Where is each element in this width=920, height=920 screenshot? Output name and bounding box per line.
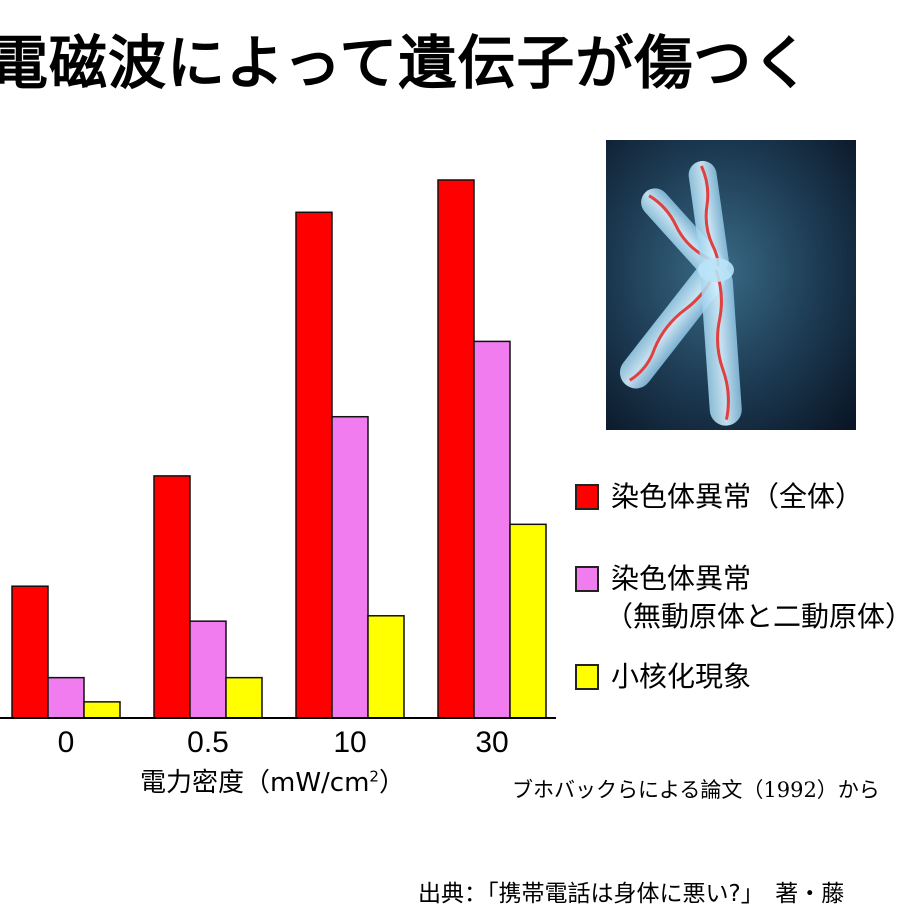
bar-chromosome-aberration-total (295, 211, 333, 719)
x-tick-label: 0 (58, 726, 75, 759)
legend-swatch-red (575, 484, 599, 510)
legend-label: 染色体異常（全体） (611, 480, 864, 513)
source-note: ブホバックらによる論文（1992）から (512, 778, 880, 802)
bar-micronucleus (225, 676, 263, 719)
bar-chromosome-aberration-acentric-dicentric (189, 620, 227, 719)
legend-swatch-pink (575, 566, 599, 592)
legend-swatch-yellow (575, 664, 599, 690)
bar-micronucleus (367, 615, 405, 719)
citation: 出典：「携帯電話は身体に悪い?」 著・藤 (418, 881, 845, 907)
chromosome-image (606, 140, 856, 430)
bar-micronucleus (509, 523, 547, 719)
x-axis-label: 電力密度（mW/cm2） (140, 767, 405, 798)
x-tick-label: 30 (475, 726, 508, 759)
bar-chromosome-aberration-total (437, 179, 475, 719)
bar-chromosome-aberration-acentric-dicentric (47, 676, 85, 719)
chart-tick-labels: 0 0.5 10 30 (58, 726, 509, 759)
legend-label-second-line: （無動原体と二動原体） (605, 600, 914, 633)
bar-chromosome-aberration-acentric-dicentric (473, 340, 511, 719)
x-tick-label: 10 (333, 726, 366, 759)
bar-micronucleus (83, 701, 121, 719)
chart-bars (11, 179, 547, 719)
legend-label: 小核化現象 (611, 660, 752, 693)
bar-chromosome-aberration-acentric-dicentric (331, 415, 369, 719)
chromosome-icon (606, 140, 856, 430)
bar-chromosome-aberration-total (153, 475, 191, 719)
bar-chromosome-aberration-total (11, 585, 49, 719)
legend-label: 染色体異常 (611, 562, 752, 595)
x-tick-label: 0.5 (187, 726, 229, 759)
page-title: 電磁波によって遺伝子が傷つく (0, 29, 812, 97)
